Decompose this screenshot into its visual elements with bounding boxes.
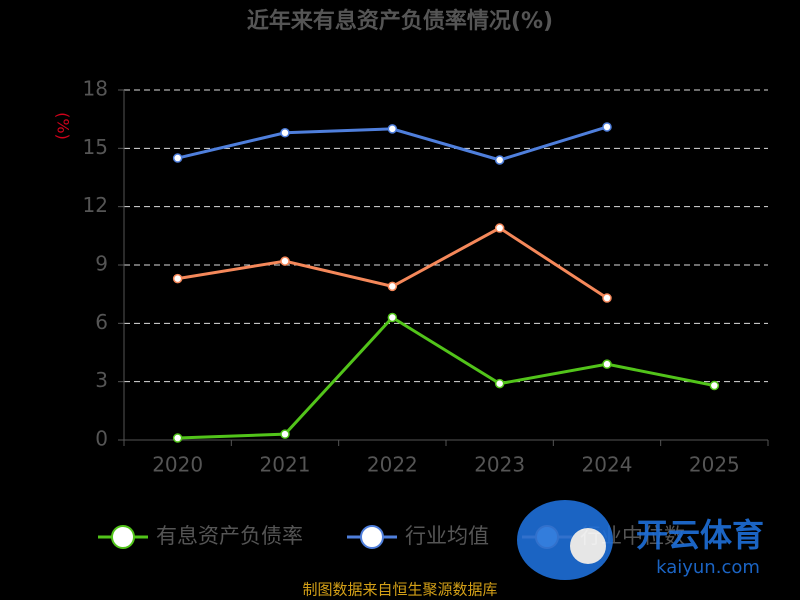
legend-label: 行业均值 xyxy=(405,524,489,548)
x-tick-label: 2021 xyxy=(260,453,311,477)
data-point xyxy=(602,122,612,132)
x-tick-label: 2022 xyxy=(367,453,418,477)
x-tick-label: 2025 xyxy=(689,453,740,477)
data-point xyxy=(494,378,505,389)
series-line xyxy=(177,315,715,440)
data-point xyxy=(709,380,720,391)
data-point xyxy=(280,429,290,439)
data-point xyxy=(494,223,505,233)
x-tick-label: 2024 xyxy=(582,453,633,477)
data-point xyxy=(280,128,290,138)
legend-marker xyxy=(360,525,384,549)
data-point xyxy=(387,124,398,134)
legend-label: 有息资产负债率 xyxy=(156,524,303,548)
data-point xyxy=(494,155,505,165)
data-point xyxy=(602,293,612,303)
watermark-title: 开云体育 xyxy=(636,516,764,554)
data-point xyxy=(387,281,398,292)
y-tick-label: 3 xyxy=(95,368,108,392)
data-point xyxy=(172,433,183,443)
data-point xyxy=(172,273,183,284)
legend-marker xyxy=(111,525,135,549)
footer: 制图数据来自恒生聚源数据库 xyxy=(302,581,497,599)
x-tick-label: 2023 xyxy=(474,453,525,477)
watermark: 开云体育 kaiyun.com xyxy=(517,500,764,580)
y-tick-label: 15 xyxy=(83,135,108,159)
y-tick-label: 6 xyxy=(95,310,108,334)
watermark-ball xyxy=(570,528,606,564)
data-point xyxy=(602,359,612,369)
y-axis-label: (%) xyxy=(54,112,73,140)
x-tick-label: 2020 xyxy=(152,453,203,477)
data-point xyxy=(387,312,398,323)
y-tick-label: 9 xyxy=(95,252,108,276)
data-point xyxy=(172,153,183,163)
y-tick-label: 0 xyxy=(95,427,108,451)
chart-title: 近年来有息资产负债率情况(%) xyxy=(247,8,553,34)
watermark-url: kaiyun.com xyxy=(656,557,760,578)
y-tick-label: 18 xyxy=(83,77,108,101)
y-tick-label: 12 xyxy=(83,193,108,217)
data-point xyxy=(280,256,290,266)
